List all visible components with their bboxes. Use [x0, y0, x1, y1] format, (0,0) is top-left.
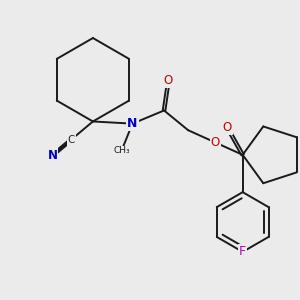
- Text: F: F: [239, 245, 246, 258]
- Text: CH₃: CH₃: [113, 146, 130, 155]
- Text: C: C: [68, 135, 75, 145]
- Text: O: O: [211, 136, 220, 149]
- Text: N: N: [47, 149, 58, 162]
- Text: O: O: [223, 121, 232, 134]
- Text: N: N: [127, 117, 138, 130]
- Text: O: O: [164, 74, 173, 87]
